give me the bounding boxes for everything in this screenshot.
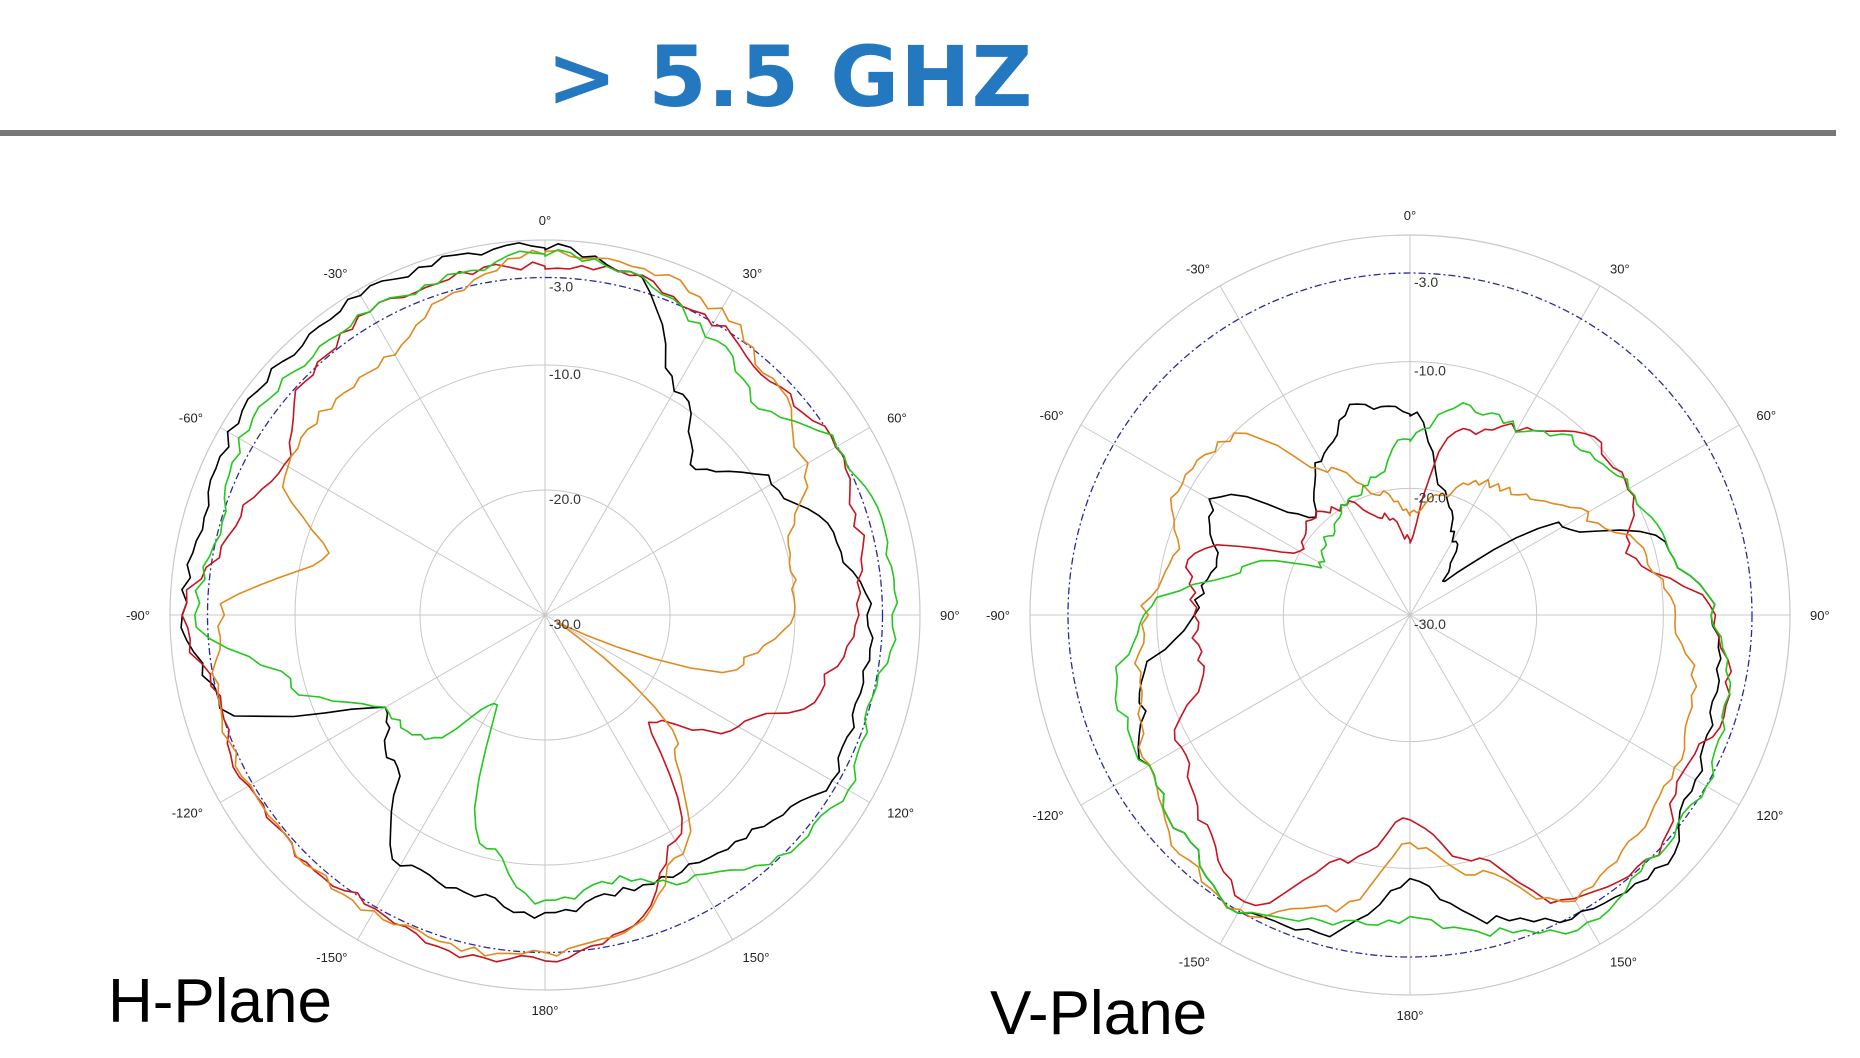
h-plane-grid-spoke (544, 427, 871, 616)
h-plane-grid-spoke (544, 614, 733, 941)
v-plane-grid-spoke (1409, 424, 1740, 616)
v-plane-grid-spoke (1409, 614, 1740, 806)
v-plane-series-orange (1134, 432, 1698, 919)
v-plane-polar-chart: -3.0 -10.0 -20.0 -30.0 0° 30° 60° 90° 120° 150° 18… (986, 208, 1830, 1023)
h-plane-radial-tick-label: -30.0 (549, 616, 581, 632)
h-plane-grid-spoke (219, 427, 546, 616)
v-plane-radial-tick-label: -3.0 (1414, 274, 1438, 290)
v-plane-reference-circle (1067, 272, 1753, 958)
h-plane-radial-tick-label: -3.0 (549, 279, 573, 295)
h-plane-angle-tick-label: -30° (324, 266, 348, 281)
v-plane-panel: -3.0 -10.0 -20.0 -30.0 0° 30° 60° 90° 120° 150° 18… (986, 200, 1830, 1023)
v-plane-angle-tick-label: 60° (1756, 408, 1776, 423)
v-plane-angle-tick-label: 150° (1610, 954, 1637, 969)
v-plane-grid-spoke (1409, 614, 1601, 945)
page-title: > 5.5 GHZ (546, 28, 1034, 126)
v-plane-radial-tick-label: -30.0 (1414, 616, 1446, 632)
v-plane-angle-tick-label: -90° (986, 608, 1010, 623)
v-plane-angle-tick-label: 0° (1404, 208, 1416, 223)
h-plane-grid-spoke (357, 614, 546, 941)
h-plane-grid-spoke (544, 614, 871, 803)
h-plane-angle-tick-label: 120° (887, 806, 914, 821)
v-plane-grid-spoke (1080, 614, 1411, 806)
h-plane-angle-tick-label: 90° (940, 608, 960, 623)
v-plane-angle-tick-label: 90° (1810, 608, 1830, 623)
v-plane-angle-tick-label: -150° (1179, 954, 1210, 969)
h-plane-angle-tick-label: 180° (532, 1003, 559, 1018)
h-plane-series-green (194, 249, 899, 905)
h-plane-angle-tick-label: 30° (743, 266, 763, 281)
h-plane-angle-tick-label: 60° (887, 411, 907, 426)
h-plane-angle-tick-label: -120° (172, 806, 203, 821)
v-plane-angle-tick-label: 120° (1756, 808, 1783, 823)
h-plane-radial-tick-label: -10.0 (549, 366, 581, 382)
title-divider (0, 130, 1836, 136)
h-plane-angle-tick-label: 150° (743, 950, 770, 965)
h-plane-series-black (180, 242, 874, 919)
h-plane-grid-spoke (219, 614, 546, 803)
h-plane-grid-spoke (544, 289, 733, 616)
h-plane-polar-chart: -3.0 -10.0 -20.0 -30.0 0° 30° 60° 90° 120° 150° 18… (126, 213, 960, 1018)
v-plane-label: V-Plane (990, 979, 1208, 1048)
v-plane-angle-tick-label: -120° (1032, 808, 1063, 823)
h-plane-angle-tick-label: 0° (539, 213, 551, 228)
h-plane-angle-tick-label: -150° (316, 950, 347, 965)
h-plane-label: H-Plane (108, 967, 332, 1036)
v-plane-radial-tick-label: -20.0 (1414, 489, 1446, 505)
v-plane-grid-spoke (1219, 285, 1411, 616)
v-plane-angle-tick-label: -60° (1040, 408, 1064, 423)
h-plane-grid-spoke (357, 289, 546, 616)
v-plane-grid-spoke (1219, 614, 1411, 945)
h-plane-series-orange (211, 249, 809, 957)
h-plane-angle-tick-label: -60° (179, 411, 203, 426)
h-plane-panel: -3.0 -10.0 -20.0 -30.0 0° 30° 60° 90° 120° 150° 18… (126, 210, 960, 1018)
v-plane-radial-tick-label: -10.0 (1414, 363, 1446, 379)
v-plane-angle-tick-label: 30° (1610, 262, 1630, 277)
v-plane-angle-tick-label: -30° (1186, 262, 1210, 277)
h-plane-series-red (181, 261, 866, 963)
v-plane-grid-spoke (1409, 285, 1601, 616)
h-plane-radial-tick-label: -20.0 (549, 491, 581, 507)
v-plane-series-green (1114, 402, 1732, 937)
v-plane-series-black (1137, 403, 1722, 938)
v-plane-grid-spoke (1080, 424, 1411, 616)
v-plane-angle-tick-label: 180° (1397, 1008, 1424, 1023)
h-plane-angle-tick-label: -90° (126, 608, 150, 623)
